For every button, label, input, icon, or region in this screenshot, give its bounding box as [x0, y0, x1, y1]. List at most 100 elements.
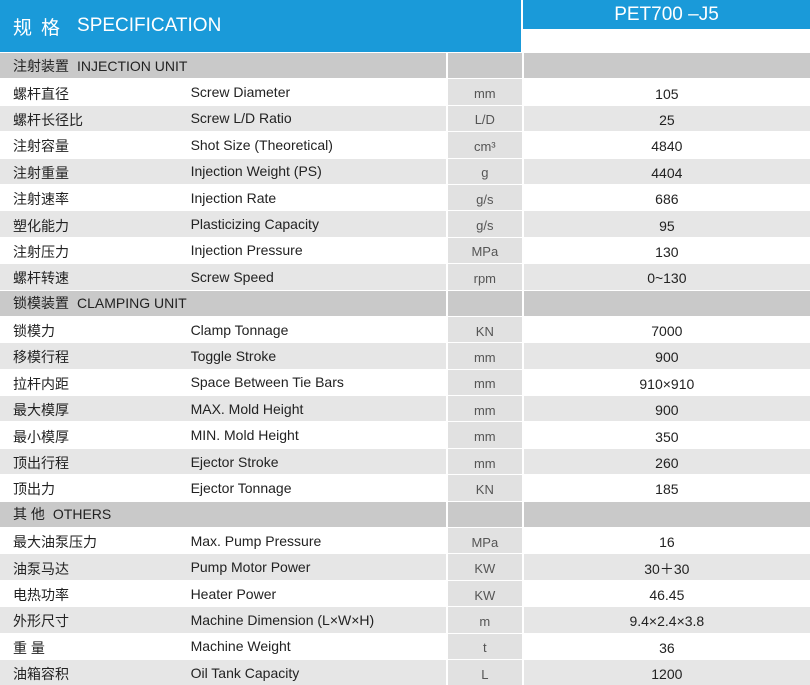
param-name-cn: 顶出行程	[0, 448, 185, 475]
section-unit-cell	[447, 53, 522, 79]
param-name-cn: 油箱容积	[0, 659, 185, 685]
section-header: 其 他 OTHERS	[0, 500, 810, 528]
param-unit: L/D	[447, 105, 522, 132]
section-title-cn: 锁模装置	[13, 295, 69, 312]
param-name-cn: 螺杆转速	[0, 264, 185, 290]
param-value: 4404	[523, 158, 810, 184]
param-name-en: Oil Tank Capacity	[184, 659, 446, 685]
param-name-en: Shot Size (Theoretical)	[184, 132, 446, 158]
table-row: 螺杆长径比 Screw L/D Ratio L/D 25	[0, 104, 810, 132]
table-row: 注射重量 Injection Weight (PS) g 4404	[0, 157, 810, 184]
param-name-cn: 注射容量	[0, 132, 185, 158]
param-name-en: Injection Pressure	[184, 237, 446, 264]
param-value: 36	[523, 633, 810, 659]
spec-table: 注射装置 INJECTION UNIT 螺杆直径 Screw Diameter mm 10…	[0, 52, 810, 685]
param-unit: KN	[447, 316, 522, 343]
param-unit: m	[447, 607, 522, 633]
param-name-cn: 注射压力	[0, 237, 185, 264]
spec-header: 规格 SPECIFICATION PET700 –J5	[0, 0, 810, 52]
section-unit-cell	[447, 501, 522, 528]
section-title-en: OTHERS	[52, 506, 112, 523]
table-row: 顶出行程 Ejector Stroke mm 260	[0, 447, 810, 475]
param-name-cn: 顶出力	[0, 475, 185, 501]
section-title-en: INJECTION UNIT	[77, 57, 188, 74]
table-row: 移模行程 Toggle Stroke mm 900	[0, 342, 810, 369]
section-value-cell	[523, 501, 810, 528]
table-row: 锁模力 Clamp Tonnage KN 7000	[0, 315, 810, 343]
param-name-cn: 注射速率	[0, 184, 185, 211]
param-value: 185	[523, 475, 810, 501]
param-unit: KN	[447, 475, 522, 501]
param-name-en: Injection Weight (PS)	[184, 158, 446, 184]
table-row: 注射容量 Shot Size (Theoretical) cm³ 4840	[0, 131, 810, 158]
param-name-cn: 最小模厚	[0, 422, 185, 448]
param-unit: g/s	[447, 184, 522, 211]
table-row: 油箱容积 Oil Tank Capacity L 1200	[0, 658, 810, 685]
section-title-cn: 注射装置	[13, 57, 69, 74]
table-row: 顶出力 Ejector Tonnage KN 185	[0, 474, 810, 501]
param-unit: KW	[447, 554, 522, 580]
table-row: 螺杆直径 Screw Diameter mm 105	[0, 78, 810, 105]
param-name-cn: 外形尺寸	[0, 607, 185, 633]
table-row: 注射速率 Injection Rate g/s 686	[0, 183, 810, 211]
param-name-en: MAX. Mold Height	[184, 396, 446, 422]
param-name-en: Ejector Stroke	[184, 448, 446, 475]
param-name-en: Screw L/D Ratio	[184, 105, 446, 132]
model-header-blank	[523, 29, 810, 52]
param-value: 25	[523, 105, 810, 132]
param-name-en: Pump Motor Power	[184, 554, 446, 580]
section-title-cn: 其 他	[13, 506, 45, 523]
param-value: 130	[523, 237, 810, 264]
section-value-cell	[523, 53, 810, 79]
table-row: 最大模厚 MAX. Mold Height mm 900	[0, 395, 810, 422]
table-row: 塑化能力 Plasticizing Capacity g/s 95	[0, 210, 810, 237]
spec-title-en: SPECIFICATION	[77, 15, 222, 36]
param-value: 95	[523, 211, 810, 237]
param-name-en: Max. Pump Pressure	[184, 528, 446, 554]
section-unit-cell	[447, 290, 522, 316]
param-name-en: Screw Speed	[184, 264, 446, 290]
param-unit: mm	[447, 369, 522, 396]
param-name-cn: 螺杆长径比	[0, 105, 185, 132]
param-name-cn: 锁模力	[0, 316, 185, 343]
param-name-cn: 移模行程	[0, 343, 185, 369]
param-value: 30＋30	[523, 554, 810, 580]
table-row: 注射压力 Injection Pressure MPa 130	[0, 236, 810, 264]
param-value: 0~130	[523, 264, 810, 290]
section-title: 其 他 OTHERS	[0, 501, 446, 528]
param-unit: mm	[447, 79, 522, 105]
table-row: 重 量 Machine Weight t 36	[0, 632, 810, 659]
param-name-en: Ejector Tonnage	[184, 475, 446, 501]
param-name-en: Machine Weight	[184, 633, 446, 659]
param-value: 1200	[523, 659, 810, 685]
param-unit: mm	[447, 448, 522, 475]
param-name-en: Screw Diameter	[184, 79, 446, 105]
param-unit: g/s	[447, 211, 522, 237]
model-name: PET700 –J5	[523, 0, 810, 29]
param-name-cn: 塑化能力	[0, 211, 185, 237]
param-value: 9.4×2.4×3.8	[523, 607, 810, 633]
param-value: 7000	[523, 316, 810, 343]
table-row: 电热功率 Heater Power KW 46.45	[0, 579, 810, 607]
param-name-en: Heater Power	[184, 580, 446, 607]
param-unit: MPa	[447, 237, 522, 264]
section-value-cell	[523, 290, 810, 316]
param-name-cn: 电热功率	[0, 580, 185, 607]
param-name-cn: 最大模厚	[0, 396, 185, 422]
param-value: 900	[523, 396, 810, 422]
param-value: 46.45	[523, 580, 810, 607]
spec-title-cn: 规格	[13, 17, 70, 39]
param-name-en: MIN. Mold Height	[184, 422, 446, 448]
param-name-en: Injection Rate	[184, 184, 446, 211]
param-value: 260	[523, 448, 810, 475]
param-name-cn: 注射重量	[0, 158, 185, 184]
table-row: 螺杆转速 Screw Speed rpm 0~130	[0, 263, 810, 290]
param-name-en: Clamp Tonnage	[184, 316, 446, 343]
param-name-cn: 螺杆直径	[0, 79, 185, 105]
param-unit: KW	[447, 580, 522, 607]
section-title: 锁模装置 CLAMPING UNIT	[0, 290, 446, 316]
param-unit: rpm	[447, 264, 522, 290]
table-row: 外形尺寸 Machine Dimension (L×W×H) m 9.4×2.4×3.…	[0, 606, 810, 633]
table-row: 最大油泵压力 Max. Pump Pressure MPa 16	[0, 527, 810, 554]
param-value: 350	[523, 422, 810, 448]
